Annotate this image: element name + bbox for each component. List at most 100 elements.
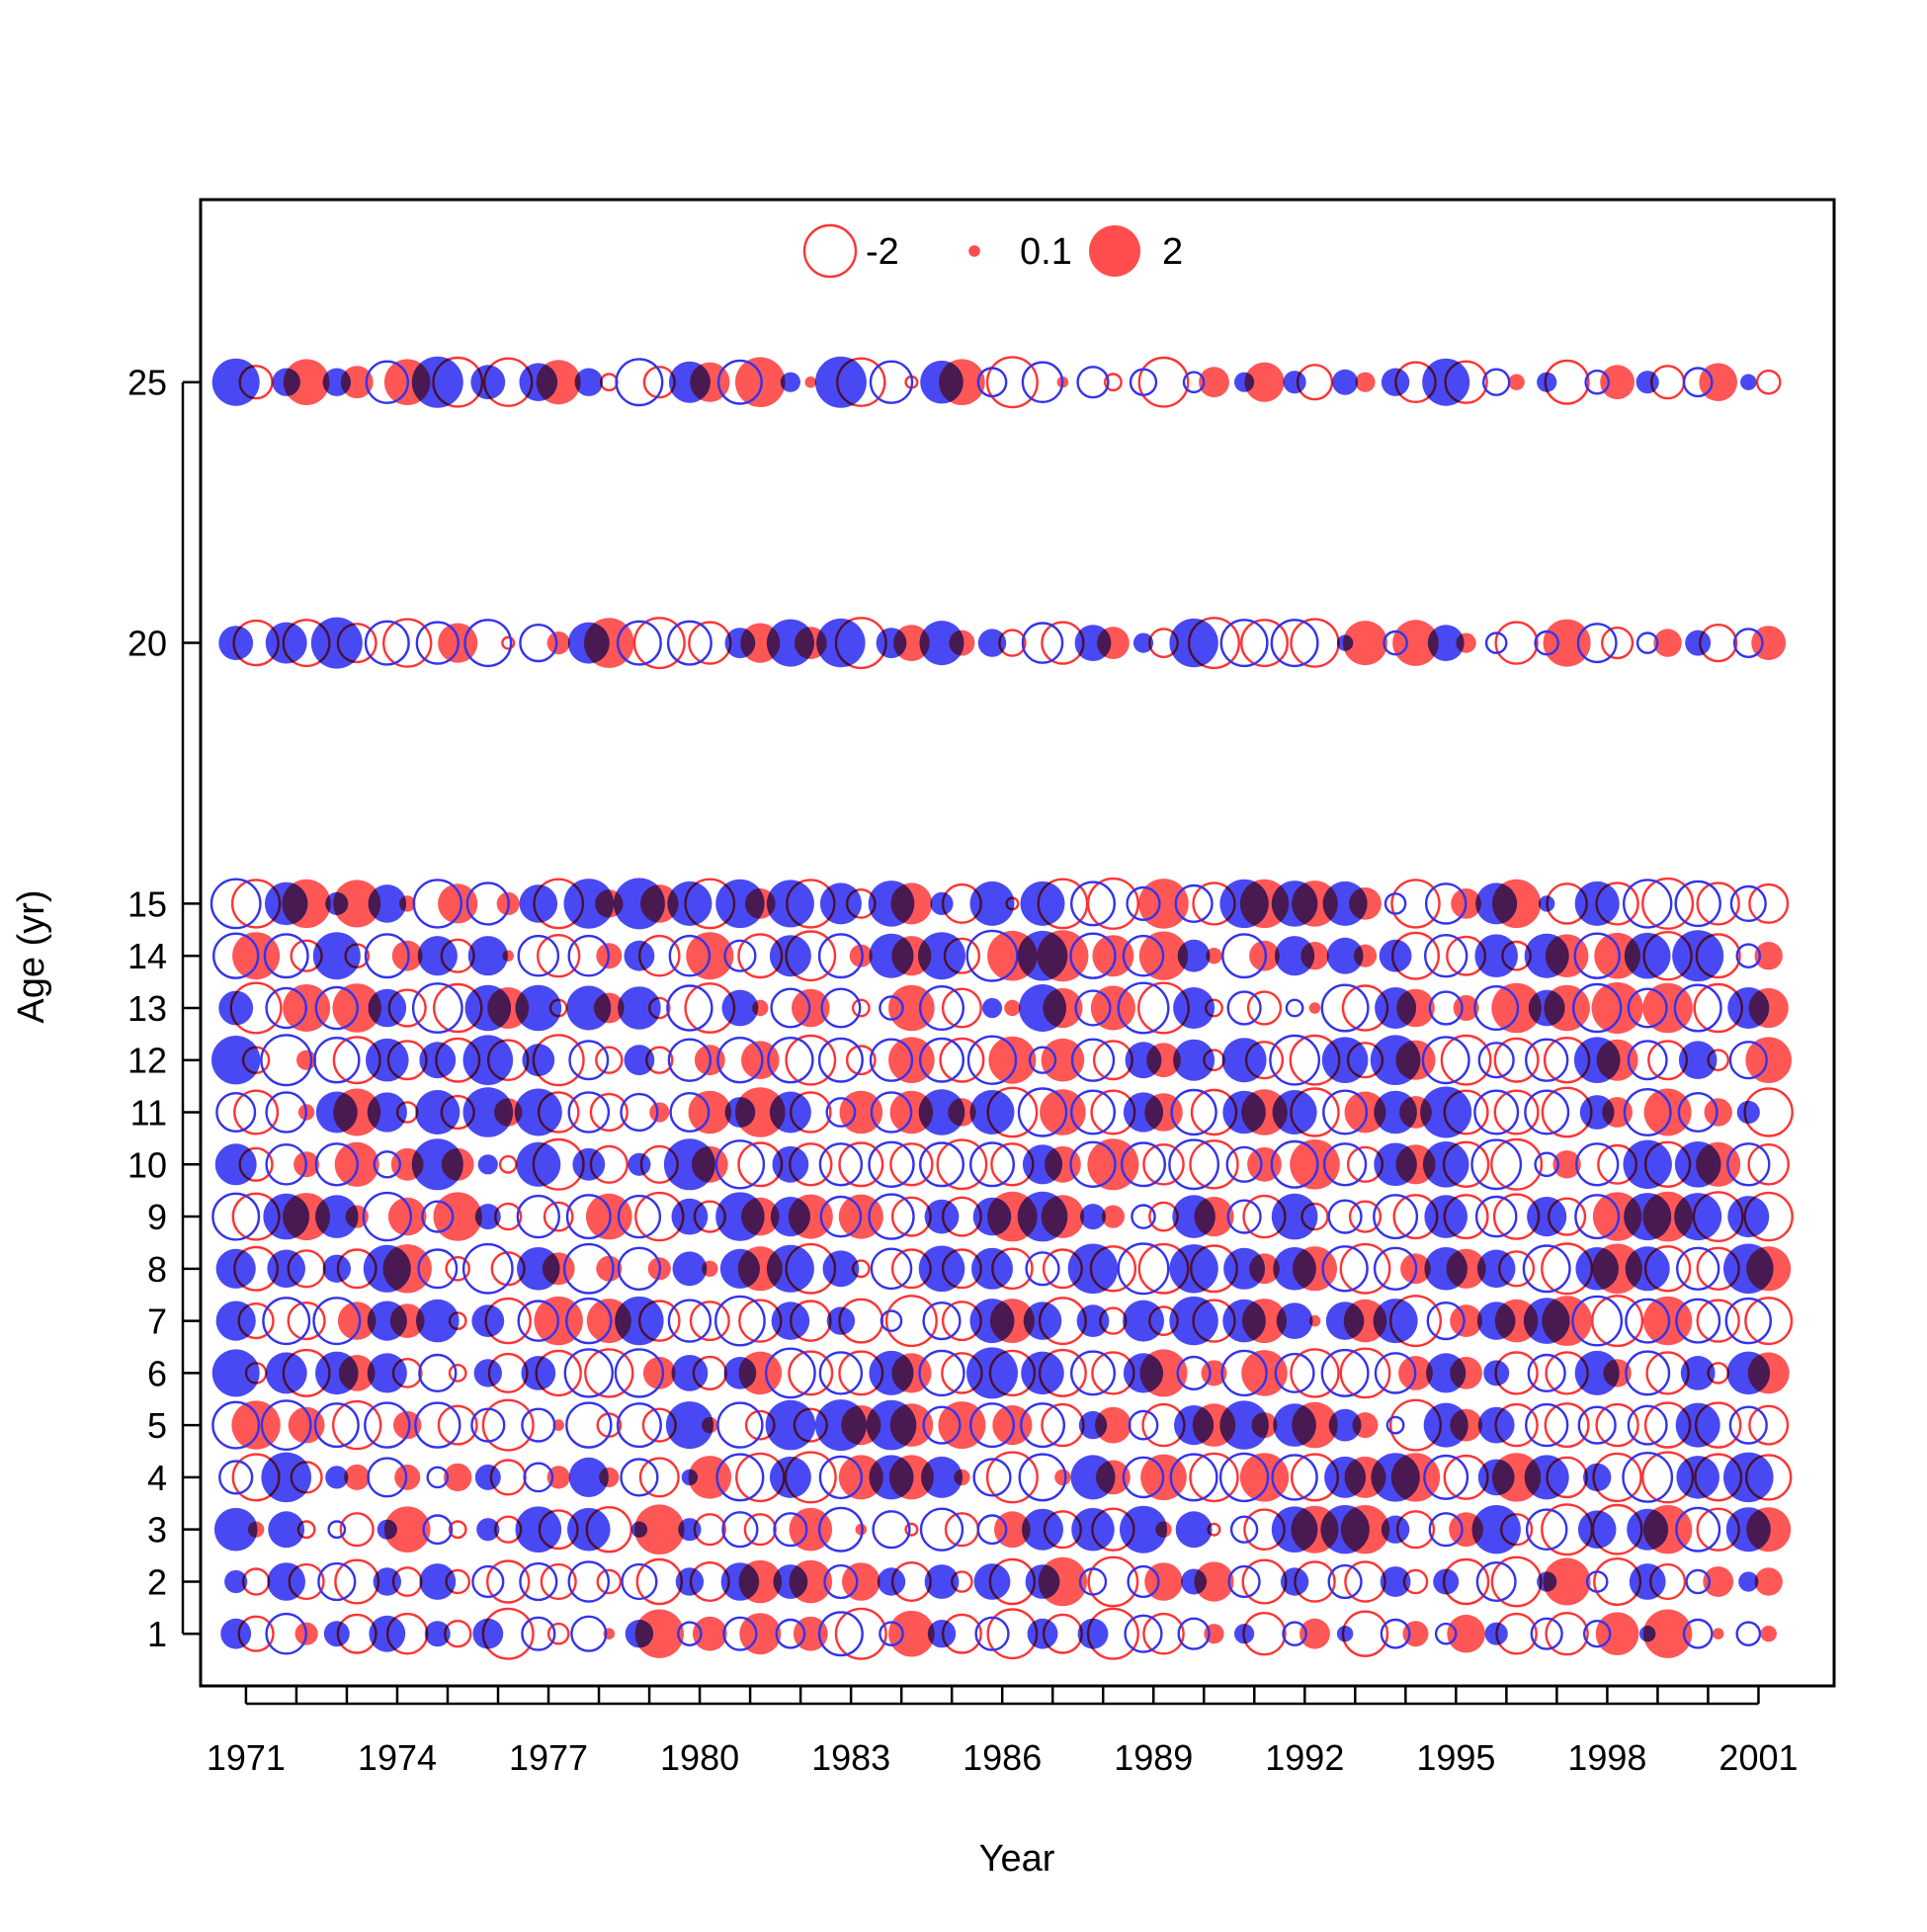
male-residual-bubble — [1127, 1564, 1160, 1599]
male-residual-bubble — [1182, 371, 1206, 394]
male-residual-bubble — [1579, 1095, 1615, 1130]
male-residual-bubble — [1270, 1139, 1319, 1189]
male-residual-bubble — [373, 1150, 401, 1179]
male-residual-bubble — [1270, 619, 1319, 668]
female-residual-bubble — [632, 617, 686, 670]
male-residual-bubble — [572, 1147, 606, 1181]
male-residual-bubble — [667, 881, 712, 926]
male-residual-bubble — [1530, 1617, 1563, 1650]
female-residual-bubble — [985, 1451, 1039, 1504]
male-residual-bubble — [415, 621, 460, 665]
male-residual-bubble — [773, 1512, 808, 1548]
female-residual-bubble — [785, 1034, 837, 1086]
male-residual-bubble — [1424, 1247, 1467, 1291]
male-residual-bubble — [265, 1091, 308, 1134]
female-residual-bubble — [788, 1350, 834, 1396]
male-residual-bubble — [869, 1350, 914, 1395]
male-residual-bubble — [1426, 1353, 1466, 1393]
male-residual-bubble — [1420, 1086, 1472, 1138]
male-residual-bubble — [1729, 884, 1767, 922]
male-residual-bubble — [1524, 1038, 1569, 1082]
male-residual-bubble — [1173, 1039, 1215, 1081]
female-residual-bubble — [1450, 1304, 1482, 1337]
male-residual-bubble — [868, 881, 915, 927]
male-residual-bubble — [1328, 1408, 1362, 1442]
male-residual-bubble — [1272, 1090, 1317, 1134]
male-residual-bubble — [976, 1514, 1008, 1546]
male-residual-bubble — [715, 879, 765, 929]
female-residual-bubble — [634, 1504, 685, 1554]
female-residual-bubble — [1703, 1566, 1734, 1597]
male-residual-bubble — [218, 1460, 254, 1495]
male-residual-bubble — [563, 1348, 614, 1398]
male-residual-bubble — [1125, 1042, 1162, 1079]
male-residual-bubble — [1132, 632, 1154, 653]
male-residual-bubble — [823, 1563, 859, 1600]
plot-frame — [199, 198, 1836, 1688]
male-residual-bubble — [1383, 892, 1407, 915]
male-residual-bubble — [918, 1089, 965, 1135]
female-residual-bubble — [595, 1046, 624, 1074]
male-residual-bubble — [467, 936, 508, 976]
male-residual-bubble — [1076, 1304, 1110, 1337]
male-residual-bubble — [519, 884, 558, 923]
male-residual-bubble — [1282, 1621, 1307, 1646]
male-residual-bubble — [918, 1349, 965, 1397]
male-residual-bubble — [567, 622, 610, 664]
male-residual-bubble — [1223, 1247, 1266, 1290]
female-residual-bubble — [1704, 1098, 1732, 1127]
male-residual-bubble — [1181, 1568, 1208, 1595]
male-residual-bubble — [418, 1353, 458, 1392]
male-residual-bubble — [1370, 1035, 1421, 1085]
male-residual-bubble — [463, 619, 513, 668]
male-residual-bubble — [765, 1347, 816, 1399]
bubble-layer — [209, 356, 1794, 1660]
female-residual-bubble — [834, 1607, 887, 1660]
female-residual-bubble — [1600, 365, 1634, 400]
male-residual-bubble — [364, 620, 410, 666]
female-residual-bubble — [1748, 882, 1790, 924]
male-residual-bubble — [414, 1401, 461, 1449]
female-residual-bubble — [344, 1464, 371, 1490]
male-residual-bubble — [624, 940, 655, 971]
male-residual-bubble — [1723, 1452, 1774, 1503]
female-residual-bubble — [1041, 1038, 1085, 1082]
male-residual-bubble — [470, 365, 506, 400]
female-residual-bubble — [540, 1562, 577, 1601]
male-residual-bubble — [1635, 631, 1659, 654]
male-residual-bubble — [220, 1618, 252, 1649]
legend-label: 0.1 — [1020, 231, 1072, 273]
male-residual-bubble — [869, 1455, 914, 1500]
male-residual-bubble — [723, 1357, 757, 1389]
male-residual-bubble — [1725, 1507, 1771, 1553]
male-residual-bubble — [1740, 374, 1757, 390]
male-residual-bubble — [1484, 631, 1508, 654]
female-residual-bubble — [1189, 1452, 1239, 1503]
female-residual-bubble — [444, 1463, 472, 1492]
female-residual-bubble — [1591, 1295, 1644, 1348]
male-residual-bubble — [1379, 939, 1412, 972]
male-residual-bubble — [1575, 1247, 1619, 1291]
female-residual-bubble — [543, 1201, 574, 1232]
male-residual-bubble — [1221, 933, 1268, 979]
male-residual-bubble — [880, 1309, 903, 1332]
male-residual-bubble — [671, 1198, 709, 1235]
male-residual-bubble — [1539, 895, 1555, 912]
male-residual-bubble — [1473, 1089, 1520, 1135]
male-residual-bubble — [368, 988, 407, 1028]
male-residual-bubble — [1269, 1034, 1321, 1086]
male-residual-bubble — [969, 1090, 1015, 1134]
male-residual-bubble — [1170, 1088, 1217, 1136]
male-residual-bubble — [1483, 1360, 1510, 1386]
male-residual-bubble — [1728, 1405, 1768, 1445]
x-tick-label: 1980 — [660, 1737, 739, 1778]
female-residual-bubble — [739, 1613, 782, 1655]
male-residual-bubble — [667, 1299, 712, 1343]
male-residual-bubble — [426, 1466, 450, 1489]
male-residual-bubble — [1025, 1251, 1060, 1287]
female-residual-bubble — [1447, 1614, 1485, 1653]
male-residual-bubble — [325, 1466, 349, 1489]
male-residual-bubble — [1677, 1091, 1718, 1133]
male-residual-bubble — [1382, 630, 1408, 656]
female-residual-bubble — [596, 1568, 623, 1595]
